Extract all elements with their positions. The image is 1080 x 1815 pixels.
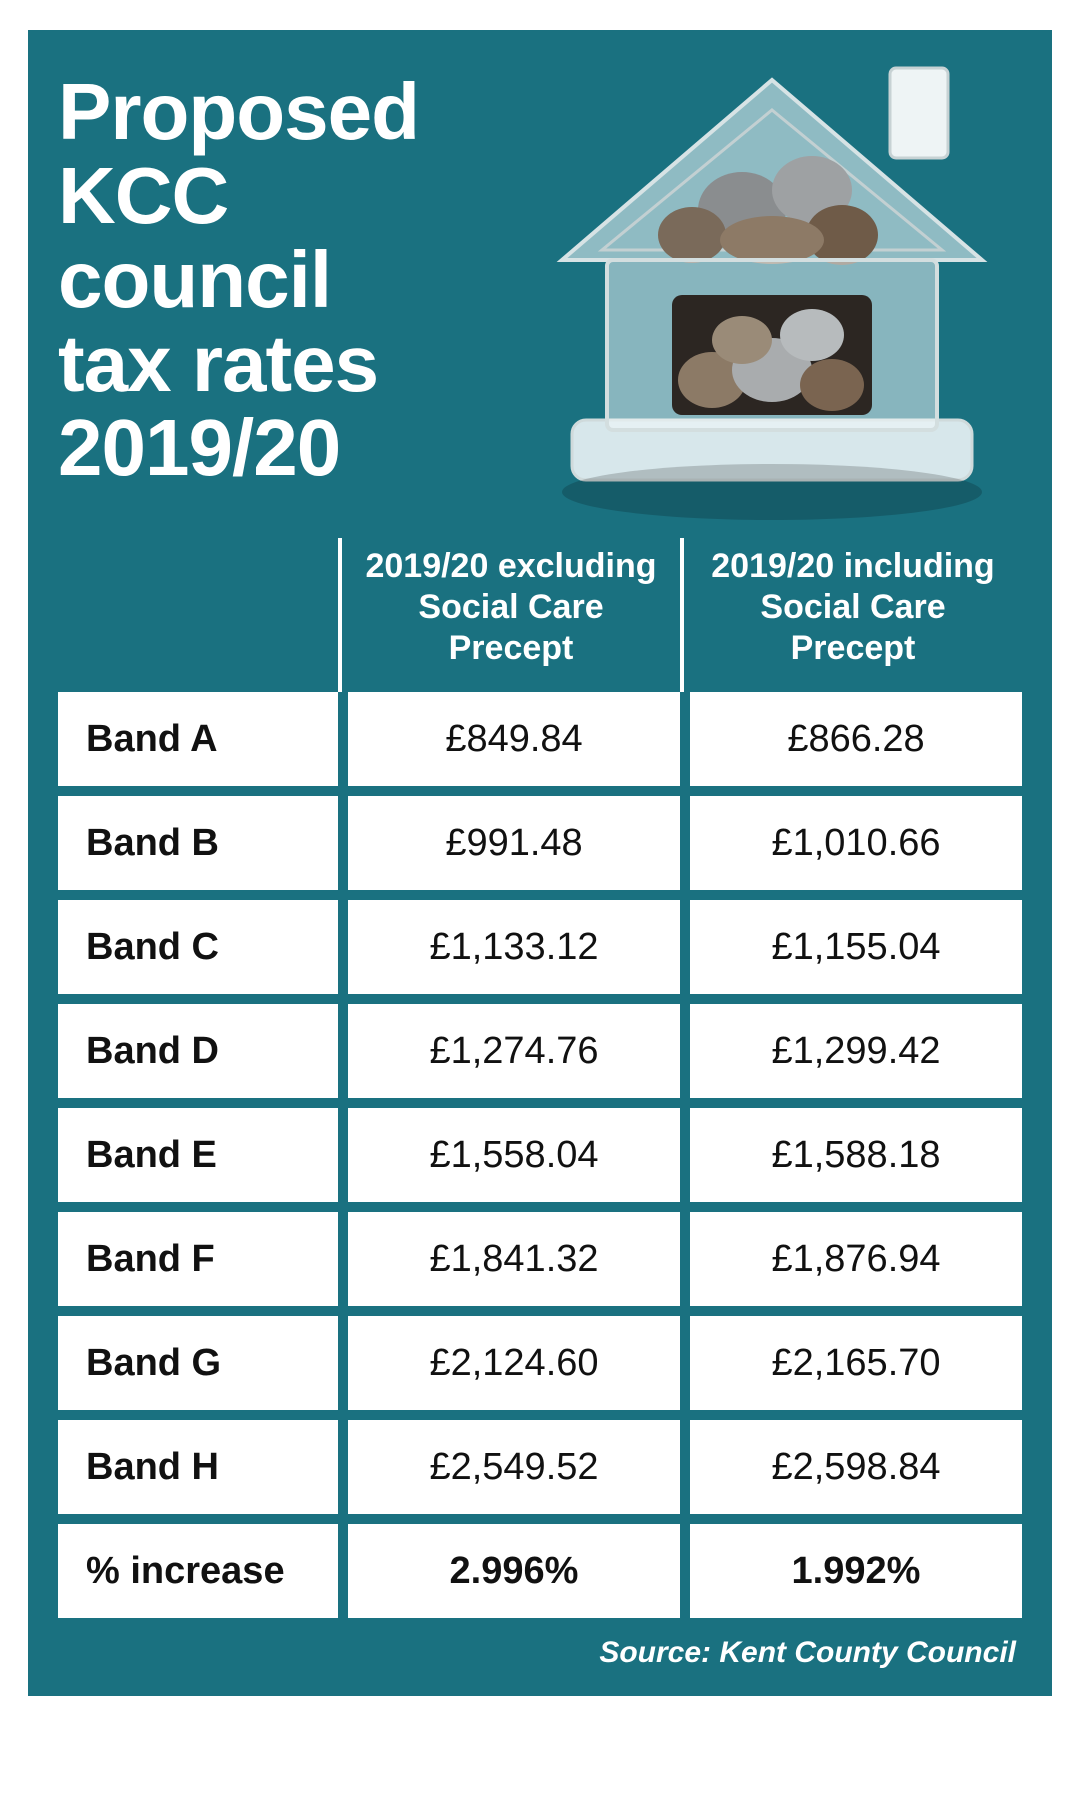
infographic-container: Proposed KCC council tax rates 2019/20 2… [0, 0, 1080, 1718]
table-row: Band D£1,274.76£1,299.42 [58, 1004, 1022, 1098]
value-excluding: £2,124.60 [348, 1316, 680, 1410]
title-line: council [58, 238, 578, 322]
table-row: Band G£2,124.60£2,165.70 [58, 1316, 1022, 1410]
title-line: KCC [58, 154, 578, 238]
table-row: Band F£1,841.32£1,876.94 [58, 1212, 1022, 1306]
title-line: 2019/20 [58, 406, 578, 490]
title-line: tax rates [58, 322, 578, 406]
value-excluding: £1,274.76 [348, 1004, 680, 1098]
band-label: Band A [58, 692, 338, 786]
value-including: £1,588.18 [690, 1108, 1022, 1202]
source-attribution: Source: Kent County Council [58, 1618, 1022, 1676]
value-including: 1.992% [690, 1524, 1022, 1618]
column-header-including: 2019/20 including Social Care Precept [684, 530, 1022, 692]
infographic-panel: Proposed KCC council tax rates 2019/20 2… [28, 30, 1052, 1696]
value-including: £2,165.70 [690, 1316, 1022, 1410]
band-label: Band G [58, 1316, 338, 1410]
value-excluding: £1,133.12 [348, 900, 680, 994]
tax-table: 2019/20 excluding Social Care Precept 20… [58, 530, 1022, 1618]
value-excluding: £991.48 [348, 796, 680, 890]
band-label: Band H [58, 1420, 338, 1514]
value-excluding: £849.84 [348, 692, 680, 786]
value-including: £1,155.04 [690, 900, 1022, 994]
band-label: Band F [58, 1212, 338, 1306]
band-label: Band C [58, 900, 338, 994]
value-excluding: £1,558.04 [348, 1108, 680, 1202]
value-including: £866.28 [690, 692, 1022, 786]
column-header-excluding: 2019/20 excluding Social Care Precept [342, 530, 680, 692]
value-excluding: £1,841.32 [348, 1212, 680, 1306]
table-row: Band H£2,549.52£2,598.84 [58, 1420, 1022, 1514]
house-piggybank-icon [512, 40, 1032, 560]
title-line: Proposed [58, 70, 578, 154]
table-row: Band A£849.84£866.28 [58, 692, 1022, 786]
value-including: £1,876.94 [690, 1212, 1022, 1306]
table-row: % increase2.996%1.992% [58, 1524, 1022, 1618]
table-header-row: 2019/20 excluding Social Care Precept 20… [58, 530, 1022, 692]
value-including: £1,299.42 [690, 1004, 1022, 1098]
band-label: Band E [58, 1108, 338, 1202]
value-excluding: 2.996% [348, 1524, 680, 1618]
value-including: £1,010.66 [690, 796, 1022, 890]
band-label: % increase [58, 1524, 338, 1618]
band-label: Band D [58, 1004, 338, 1098]
table-row: Band E£1,558.04£1,588.18 [58, 1108, 1022, 1202]
band-label: Band B [58, 796, 338, 890]
table-row: Band B£991.48£1,010.66 [58, 796, 1022, 890]
value-excluding: £2,549.52 [348, 1420, 680, 1514]
infographic-title: Proposed KCC council tax rates 2019/20 [58, 70, 578, 490]
table-row: Band C£1,133.12£1,155.04 [58, 900, 1022, 994]
value-including: £2,598.84 [690, 1420, 1022, 1514]
